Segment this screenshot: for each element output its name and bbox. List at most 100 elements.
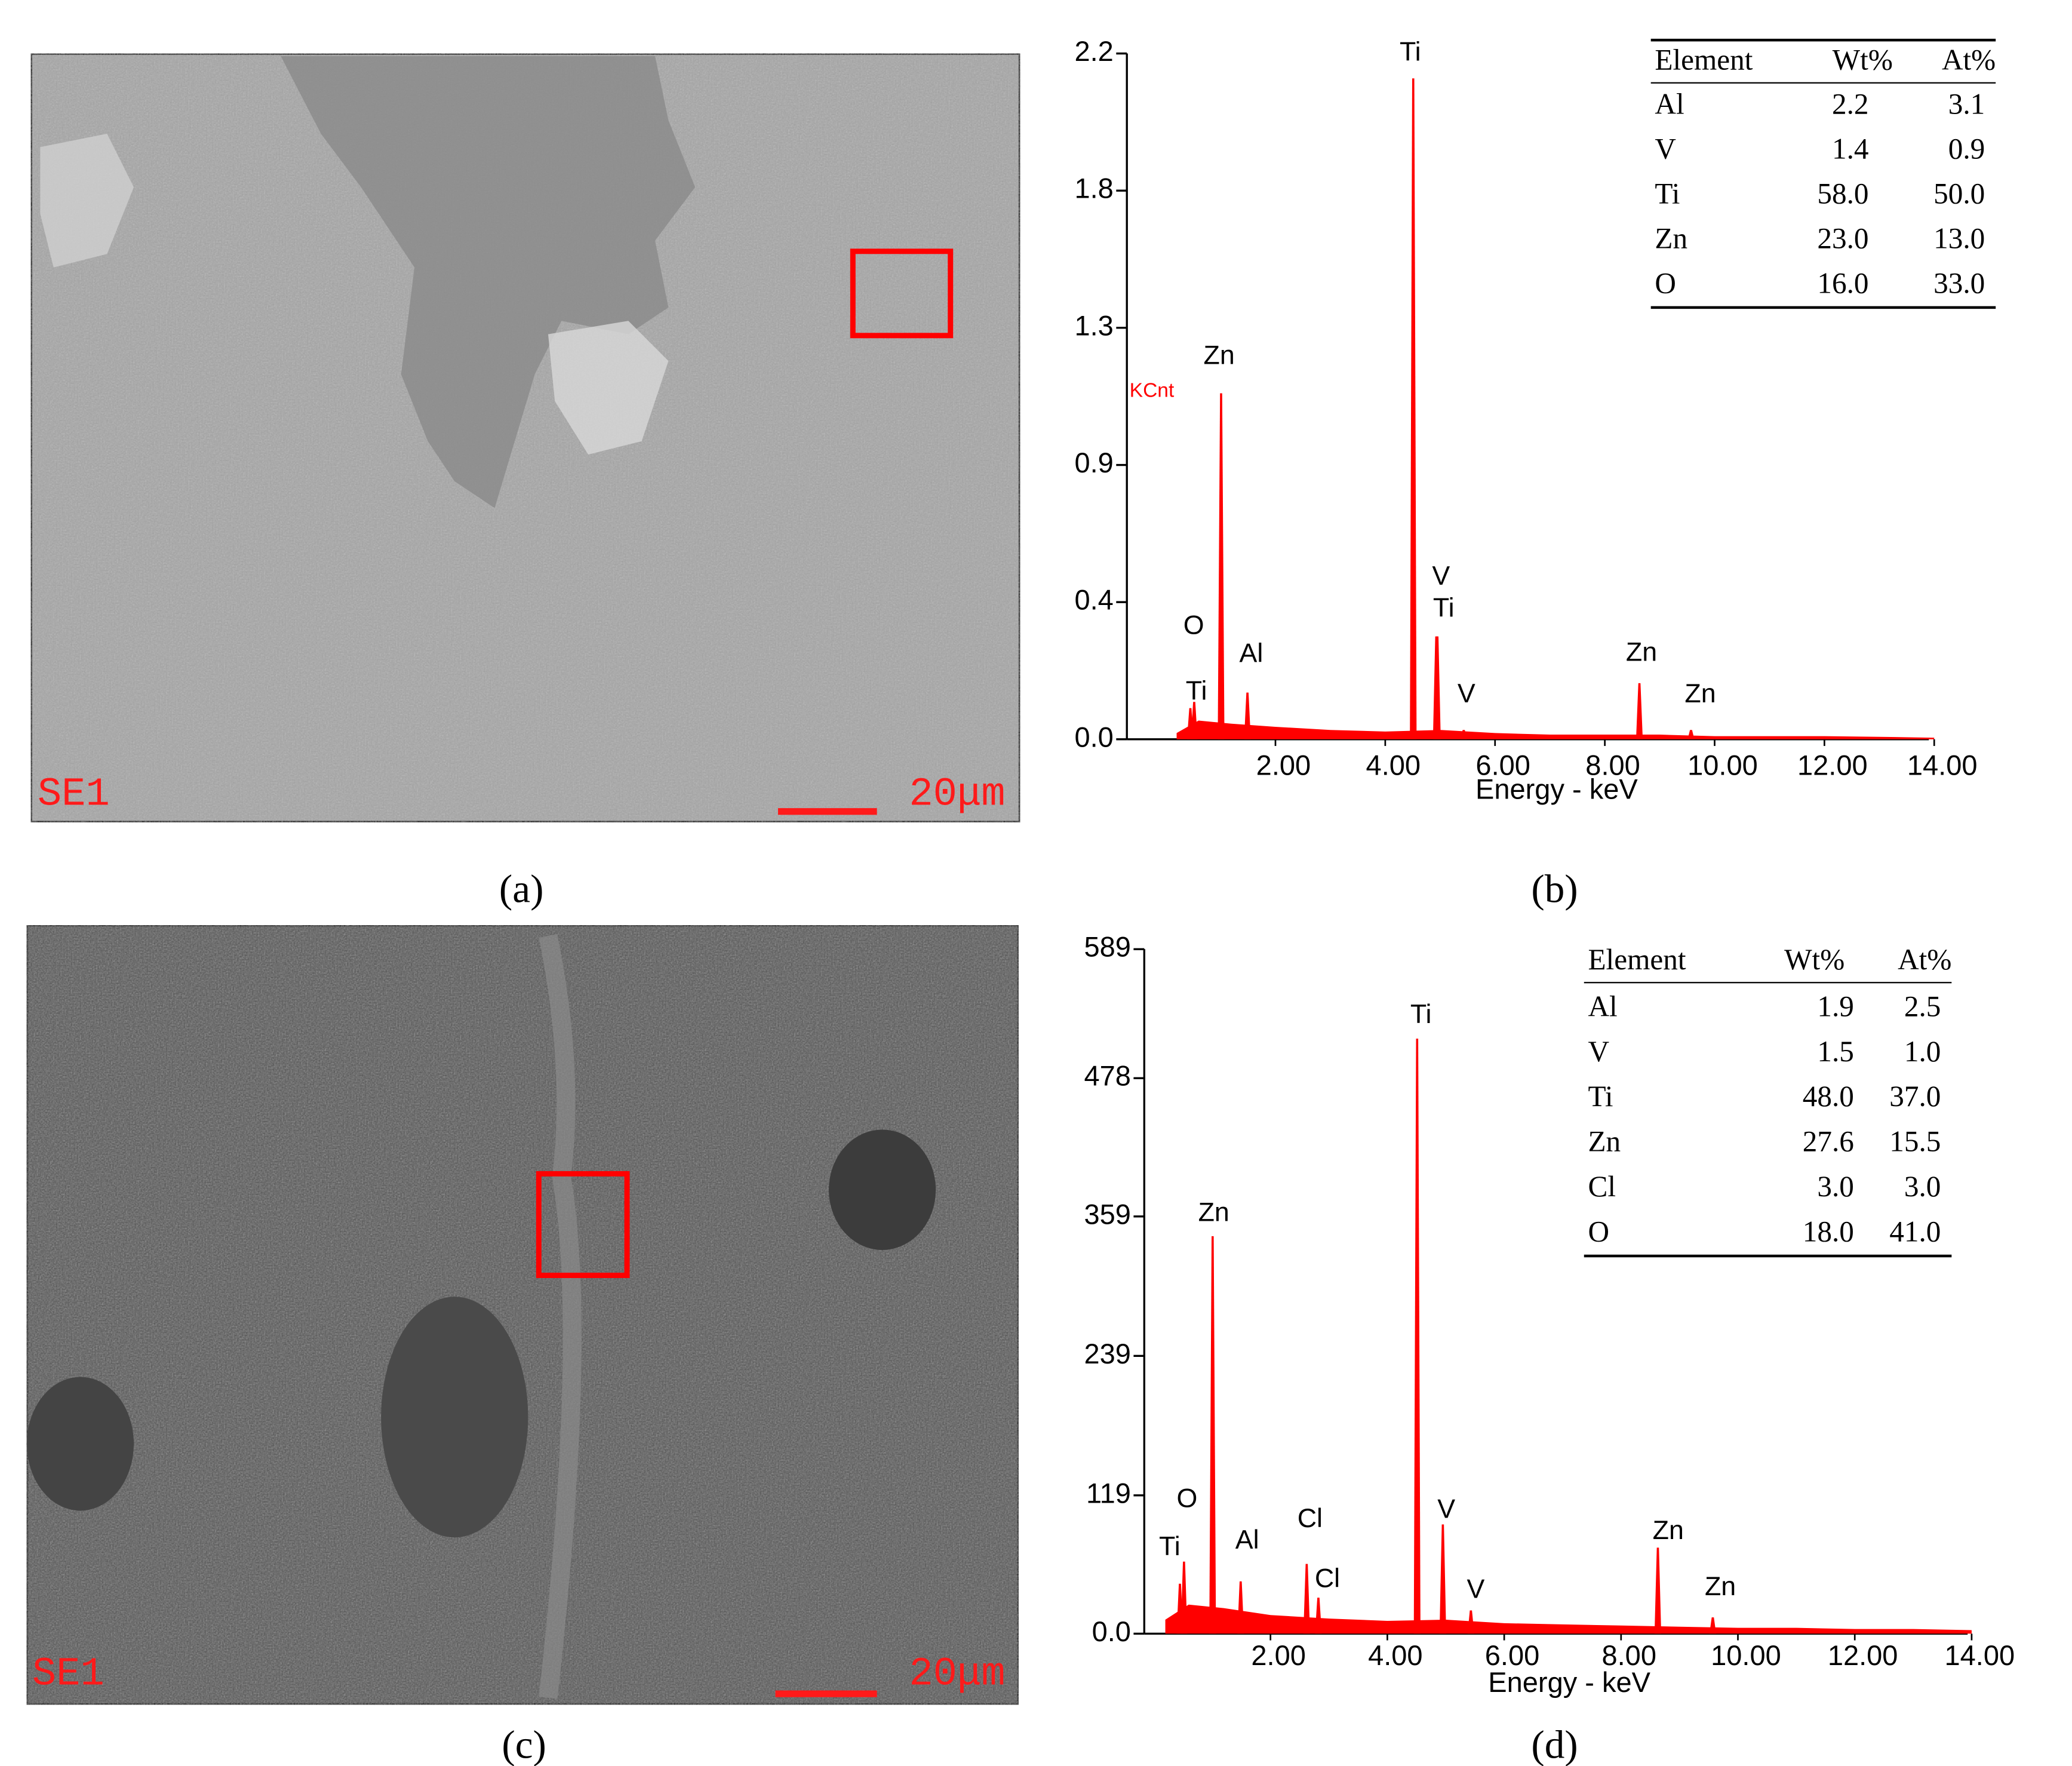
peak-label: Zn [1705,1571,1736,1601]
table-header: Wt% [1784,943,1844,976]
table-header: At% [1898,943,1951,976]
peak-label: Al [1239,638,1263,668]
background-area [1176,720,1935,739]
table-cell: 33.0 [1933,266,1985,299]
peak-label: Ti [1410,999,1432,1029]
table-cell: 37.0 [1889,1080,1941,1113]
peak-label: O [1177,1483,1198,1513]
table-cell: 58.0 [1817,177,1868,210]
sem-region [40,133,134,268]
table-cell: 3.0 [1904,1170,1941,1203]
peak-label: Ti [1400,36,1421,66]
y-tick-label: 0.0 [1074,721,1113,753]
x-tick-label: 4.00 [1366,749,1421,781]
peak-label: Ti [1433,593,1455,623]
table-cell: 50.0 [1933,177,1985,210]
table-cell: 48.0 [1803,1080,1854,1113]
selection-box [536,1171,630,1278]
peak [1244,692,1251,739]
peak-label: V [1458,678,1475,708]
peak [1315,1598,1322,1634]
sem-region [381,1297,528,1538]
peak-label: Ti [1159,1531,1181,1561]
table-header: At% [1942,44,1996,76]
table-cell: 41.0 [1889,1215,1941,1248]
peak [1467,1610,1474,1634]
table-cell: Ti [1655,177,1680,210]
sem-background [25,923,1020,1706]
x-tick-label: 12.00 [1828,1639,1898,1671]
y-tick-label: 589 [1084,931,1131,963]
table-cell: V [1588,1035,1609,1068]
peak-label: Zn [1653,1515,1684,1545]
peak [1439,1524,1446,1634]
sem-mode: SE1 [38,772,110,817]
spectrum-chart: 0.0 119 239 359 478 589 2.00 4.00 6.00 8.00 10.00 1… [1084,931,2015,1698]
table-cell: 3.1 [1948,87,1985,120]
peak-label: Zn [1198,1197,1229,1227]
peak [1413,1039,1421,1634]
y-axis-title: KCnt [1130,380,1175,402]
table-header: Element [1655,44,1753,76]
peak [1410,78,1417,739]
peak-label: V [1467,1574,1485,1604]
peak-label: Ti [1186,675,1207,705]
y-tick-label: 2.2 [1074,35,1113,67]
peak-label: Zn [1204,340,1235,370]
table-cell: 2.2 [1832,87,1869,120]
table-cell: Zn [1655,222,1687,254]
x-axis-title: Energy - keV [1475,773,1638,805]
y-tick-label: 1.3 [1074,309,1113,341]
table-cell: Cl [1588,1170,1616,1203]
sem-mode: SE1 [32,1651,104,1697]
table-cell: 1.4 [1832,132,1869,165]
peak-label: Zn [1626,637,1657,667]
x-tick-label: 6.00 [1475,749,1530,781]
peak-label: O [1183,610,1204,640]
peak-label: Cl [1315,1564,1340,1593]
x-tick-label: 2.00 [1256,749,1311,781]
scale-bar-label: 20μm [909,772,1005,817]
peak-label: Zn [1684,678,1716,708]
panel-label: (b) [1531,867,1578,911]
table-cell: 1.0 [1904,1035,1941,1068]
y-tick-label: 478 [1084,1060,1131,1092]
table-cell: 2.5 [1904,990,1941,1022]
y-tick-label: 0.0 [1092,1615,1131,1647]
selection-box [850,248,954,339]
table-cell: V [1655,132,1676,165]
peak-label: V [1437,1494,1455,1524]
peak [1636,683,1643,739]
sem-region [26,1377,134,1511]
peak [1218,393,1225,739]
table-cell: 0.9 [1948,132,1985,165]
peak [1237,1581,1244,1634]
table-cell: 16.0 [1817,266,1868,299]
table-cell: Zn [1588,1125,1621,1158]
table-cell: 3.0 [1817,1170,1854,1203]
sem-region [829,1129,936,1250]
composition-table: Element Wt% At% Al 2.2 3.1 V 1.4 0.9 Ti 58.0 50.0 Zn… [1650,38,1996,309]
sem-image-a: SE1 20μm [29,52,1022,824]
sem-region [281,56,696,508]
table-cell: O [1655,266,1676,299]
peak [1432,636,1440,739]
table-cell: 1.9 [1817,990,1854,1022]
panel-label: (d) [1531,1722,1578,1766]
peak [1181,1561,1188,1634]
table-cell: 13.0 [1933,222,1985,254]
peak [1460,730,1467,739]
y-tick-label: 359 [1084,1198,1131,1230]
peak-label: Al [1235,1525,1259,1555]
table-cell: 27.6 [1803,1125,1854,1158]
table-cell: Ti [1588,1080,1613,1113]
peak [1303,1564,1310,1634]
scale-bar-label: 20μm [909,1651,1005,1697]
x-axis-title: Energy - keV [1488,1666,1650,1698]
sem-region [539,933,582,1699]
x-tick-label: 14.00 [1907,749,1978,781]
table-cell: 23.0 [1817,222,1868,254]
peak-label: Cl [1298,1503,1323,1533]
